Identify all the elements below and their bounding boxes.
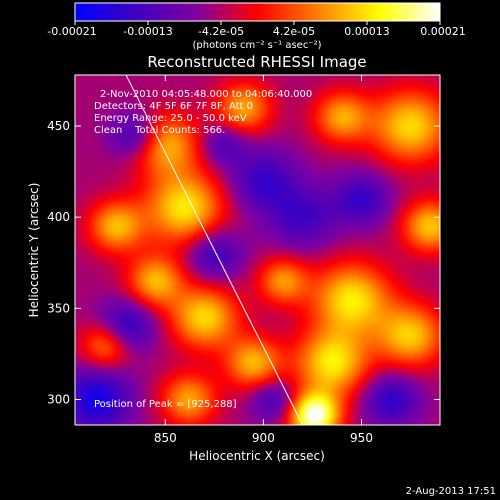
plot-frame [74, 74, 441, 426]
x-axis-ticks: 850 900 950 [154, 75, 373, 445]
y-tick-label: 300 [47, 392, 70, 406]
chart-title: Reconstructed RHESSI Image [147, 53, 366, 71]
colorbar-unit-label: (photons cm⁻² s⁻¹ asec⁻²) [192, 40, 321, 51]
colorbar-tick-label: -0.00021 [47, 25, 96, 38]
x-tick-label: 850 [154, 431, 177, 445]
y-tick-label: 450 [47, 119, 70, 133]
annotation-clean-counts: Clean Total Counts: 566. [94, 125, 225, 136]
annotation-energy-range: Energy Range: 25.0 - 50.0 keV [94, 113, 247, 124]
date-stamp: 2-Aug-2013 17:51 [406, 486, 496, 497]
plot-area: 850 900 950 300 350 400 450 [47, 74, 441, 445]
colorbar-tick-label: 0.00013 [344, 25, 390, 38]
limb-line [125, 75, 304, 425]
colorbar-gradient [74, 2, 441, 22]
colorbar-tick-label: 0.00021 [420, 25, 466, 38]
y-tick-label: 350 [47, 301, 70, 315]
annotation-detectors: Detectors: 4F 5F 6F 7F 8F, Att 0 [94, 101, 253, 112]
x-tick-label: 950 [350, 431, 373, 445]
annotation-time-range: 2-Nov-2010 04:05:48.000 to 04:06:40.000 [100, 89, 312, 100]
annotation-peak-position: Position of Peak = [925,288] [94, 399, 237, 410]
colorbar: -0.00021 -0.00013 -4.2e-05 4.2e-05 0.00013 0.… [47, 2, 466, 51]
y-axis-ticks: 300 350 400 450 [47, 119, 440, 406]
colorbar-tick-label: 4.2e-05 [273, 25, 315, 38]
colorbar-ticks: -0.00021 -0.00013 -4.2e-05 4.2e-05 0.00013 0.… [47, 21, 466, 38]
y-tick-label: 400 [47, 210, 70, 224]
colorbar-tick-label: -0.00013 [123, 25, 172, 38]
x-axis-label: Heliocentric X (arcsec) [189, 449, 325, 463]
heatmap-image [75, 75, 440, 425]
x-tick-label: 900 [252, 431, 275, 445]
colorbar-tick-label: -4.2e-05 [198, 25, 244, 38]
y-axis-label: Heliocentric Y (arcsec) [27, 183, 41, 318]
